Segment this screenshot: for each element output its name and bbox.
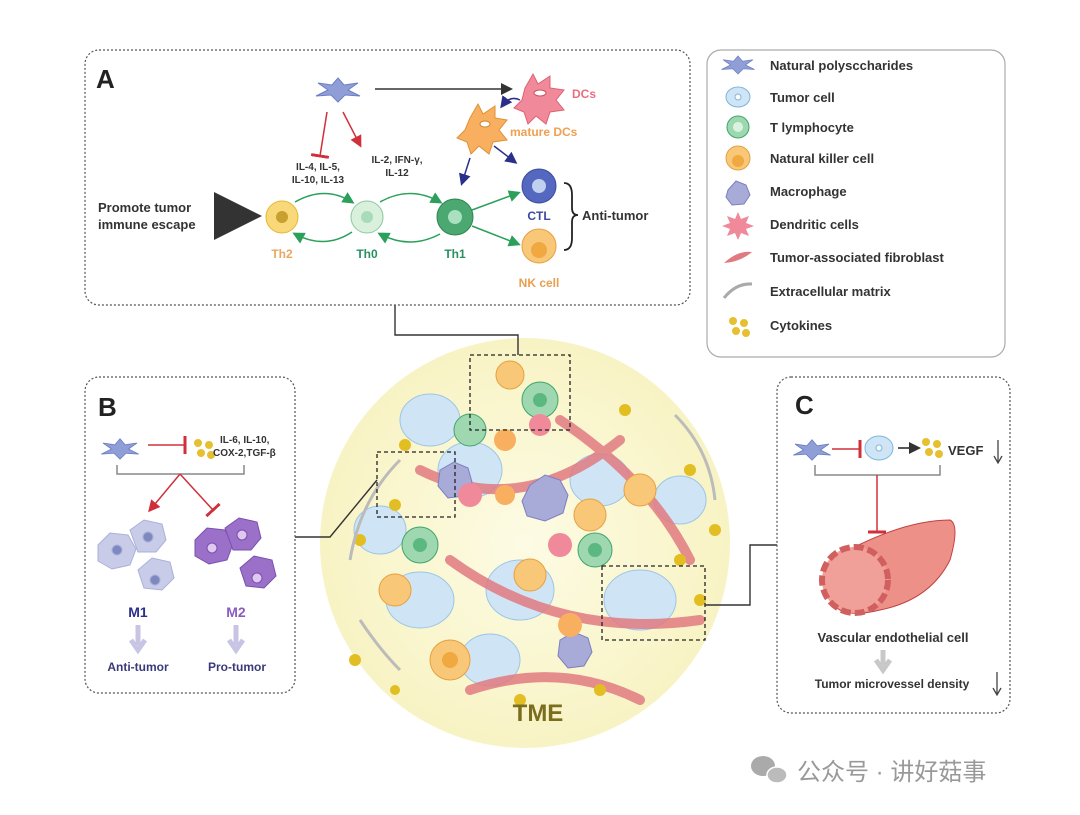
tumor-cell-icon (864, 435, 894, 461)
zoom-region-a (469, 354, 571, 431)
promoted-cytokines-line1: IL-2, IFN-γ, (371, 155, 422, 166)
m2-outcome: Pro-tumor (208, 660, 266, 674)
inhibited-cytokines-line1: IL-4, IL-5, (296, 162, 340, 173)
legend-label-tumor-cell: Tumor cell (770, 90, 835, 105)
legend-label-cytokines: Cytokines (770, 318, 832, 333)
tme-label: TME (513, 700, 564, 727)
microvessel-label: Tumor microvessel density (815, 677, 970, 691)
m1-macrophage-icon (97, 519, 175, 591)
anti-tumor-label: Anti-tumor (582, 208, 648, 223)
th2-cell-icon (265, 200, 299, 234)
mature-dcs-label: mature DCs (510, 125, 578, 139)
legend-label-polysaccharides: Natural polysccharides (770, 58, 913, 73)
panel-a: A DCs mature DCs IL-4, IL-5, IL-10, IL-1… (84, 49, 691, 306)
legend-label-nk-cell: Natural killer cell (770, 151, 874, 166)
nk-cell-icon (521, 228, 557, 264)
ctl-cell-icon (521, 168, 557, 204)
legend: Natural polysccharides Tumor cell T lymp… (706, 49, 1006, 358)
m1-outcome: Anti-tumor (107, 660, 169, 674)
th0-label: Th0 (356, 247, 378, 261)
watermark-text: 公众号 · 讲好菇事 (797, 759, 986, 786)
brace (563, 182, 579, 251)
m2-down-arrow (226, 625, 246, 655)
watermark: 公众号 · 讲好菇事 (751, 756, 986, 786)
escape-label-line2: immune escape (98, 217, 196, 232)
th0-cell-icon (350, 200, 384, 234)
legend-macrophage-icon (725, 180, 751, 206)
cell-cluster (348, 360, 721, 706)
m2-label: M2 (226, 604, 246, 620)
panel-c-label: C (795, 390, 814, 420)
connector-b (295, 479, 378, 538)
panel-b: B IL-6, IL-10, COX-2,TGF-β M1 M2 Anti-tu… (84, 376, 296, 694)
dcs-label: DCs (572, 87, 596, 101)
escape-label-line1: Promote tumor (98, 200, 191, 215)
legend-tumor-cell-icon (725, 86, 751, 108)
legend-label-macrophage: Macrophage (770, 184, 847, 199)
vessel-label: Vascular endothelial cell (817, 630, 968, 645)
legend-dendritic-cell-icon (722, 212, 754, 240)
dc-icon (513, 72, 565, 125)
vegf-down-arrow (993, 440, 1003, 465)
tme-region: TME (320, 338, 730, 748)
connector-c (705, 544, 777, 606)
promoted-cytokines-line2: IL-12 (385, 168, 409, 179)
connector-a (394, 305, 519, 355)
panel-b-label: B (98, 392, 117, 422)
legend-label-matrix: Extracellular matrix (770, 284, 891, 299)
b-cytokines-line2: COX-2,TGF-β (213, 448, 276, 459)
panel-a-label: A (96, 64, 115, 94)
b-cytokines-line1: IL-6, IL-10, (220, 435, 270, 446)
m2-macrophage-icon (194, 517, 277, 589)
panel-c: C VEGF Vascular endothelial cell Tumor m… (776, 376, 1011, 714)
legend-nk-cell-icon (725, 145, 751, 171)
legend-label-t-lymphocyte: T lymphocyte (770, 120, 854, 135)
legend-matrix-icon (722, 282, 753, 299)
gray-down-arrow (873, 650, 893, 675)
zoom-region-c (601, 565, 706, 641)
legend-label-dendritic: Dendritic cells (770, 217, 859, 232)
wechat-icon (751, 756, 788, 784)
nk-label: NK cell (519, 276, 560, 290)
legend-fibroblast-icon (724, 251, 752, 263)
ctl-label: CTL (527, 209, 550, 223)
zoom-region-b (376, 451, 456, 518)
blood-vessel-icon (819, 519, 956, 616)
legend-label-fibroblast: Tumor-associated fibroblast (770, 250, 945, 265)
vegf-label: VEGF (948, 443, 983, 458)
th2-label: Th2 (271, 247, 293, 261)
m1-label: M1 (128, 604, 148, 620)
mature-dc-icon (456, 102, 508, 155)
m1-down-arrow (128, 625, 148, 655)
th1-label: Th1 (444, 247, 466, 261)
density-down-arrow (992, 672, 1002, 697)
inhibited-cytokines-line2: IL-10, IL-13 (292, 175, 345, 186)
legend-t-lymphocyte-icon (726, 115, 750, 139)
th1-cell-icon (436, 198, 474, 236)
